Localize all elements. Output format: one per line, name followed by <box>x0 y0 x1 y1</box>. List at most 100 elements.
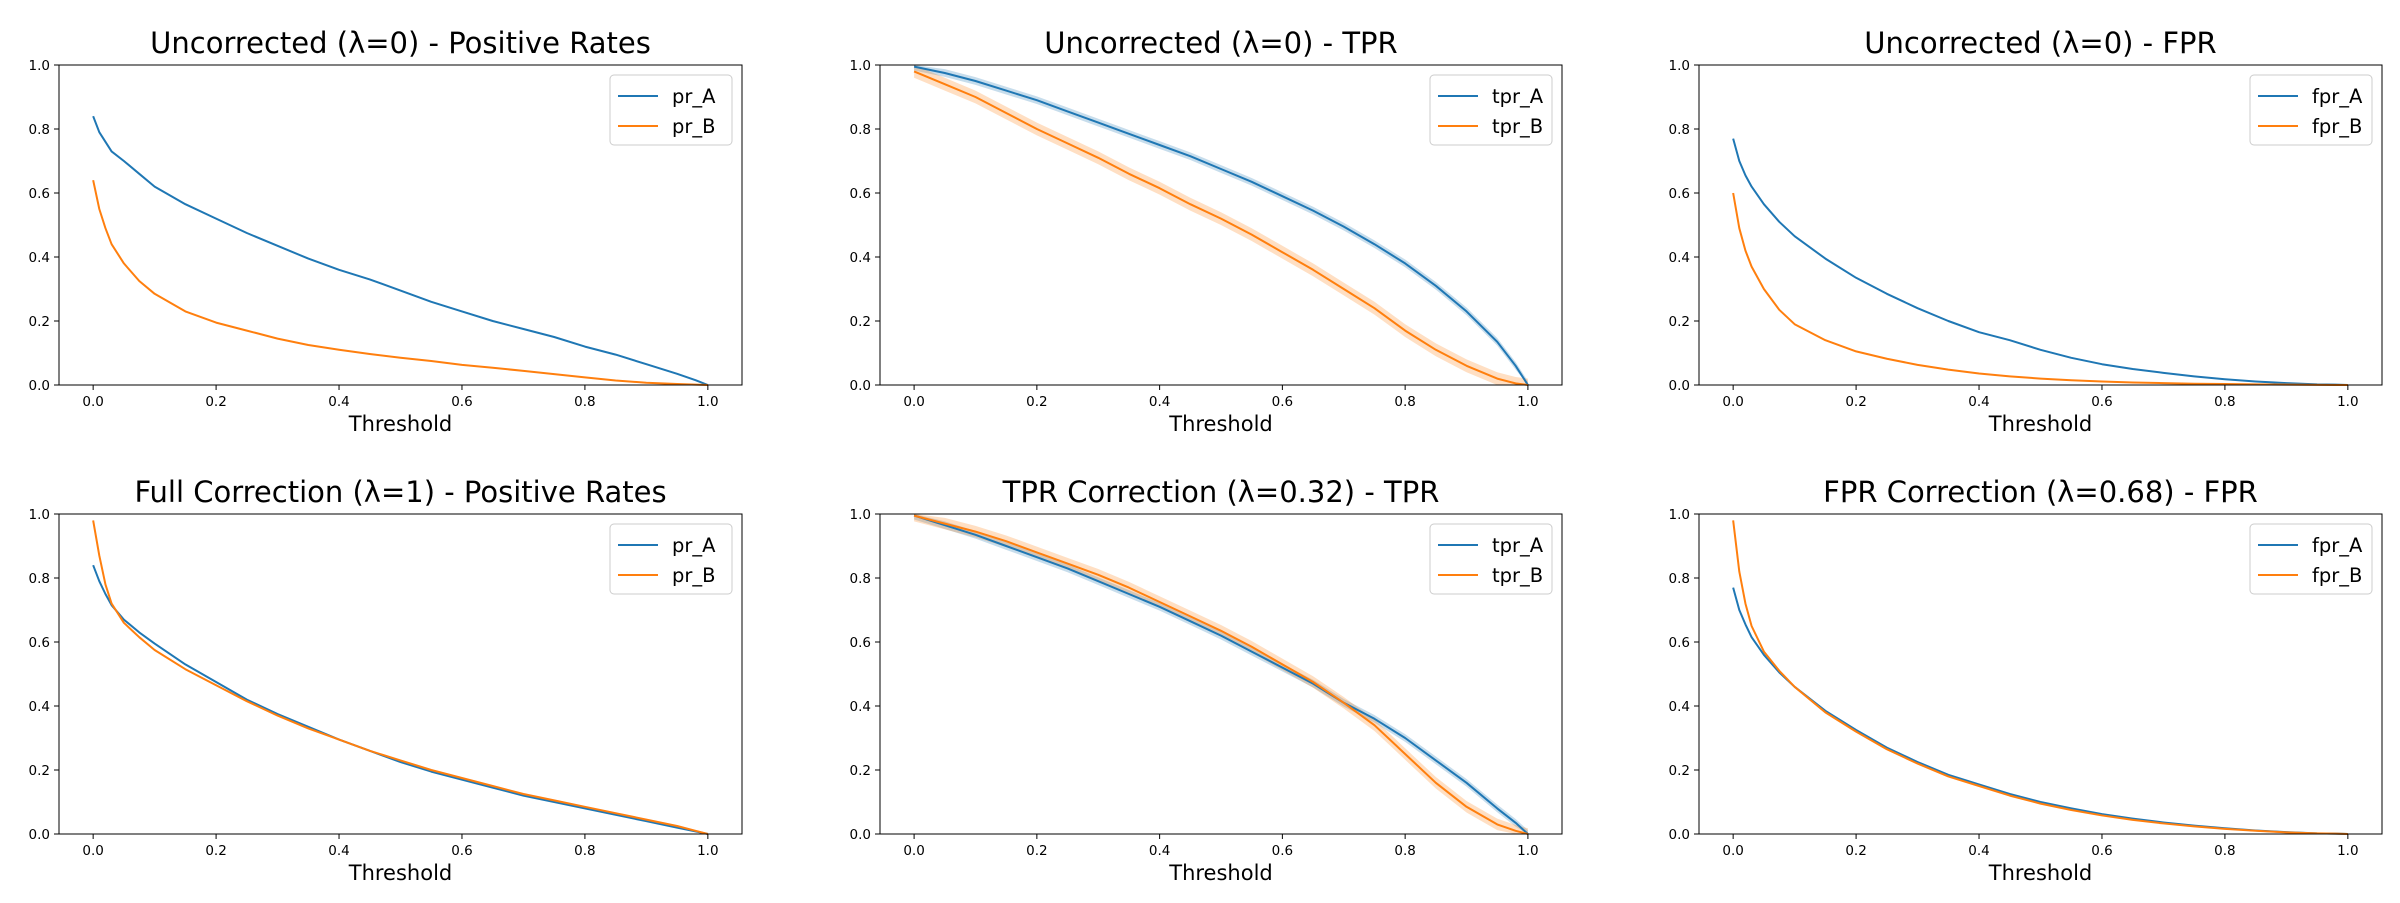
y-tick-label: 0.8 <box>29 122 50 138</box>
series-line-fpr_A <box>1732 587 2348 835</box>
y-tick-label: 0.4 <box>29 250 50 266</box>
y-tick-label: 0.2 <box>29 763 50 779</box>
chart-title: Full Correction (λ=1) - Positive Rates <box>134 475 666 509</box>
x-axis-label: Threshold <box>1988 861 2093 885</box>
x-tick-label: 0.8 <box>1394 843 1415 859</box>
y-tick-label: 1.0 <box>1669 507 1690 523</box>
x-tick-label: 0.6 <box>451 843 472 859</box>
legend-box <box>609 74 733 146</box>
y-tick-label: 0.2 <box>1669 314 1690 330</box>
series-line-pr_B <box>92 520 709 835</box>
x-tick-label: 1.0 <box>1517 394 1538 410</box>
y-tick-label: 0.6 <box>1669 186 1690 202</box>
chart-panel-2: Uncorrected (λ=0) - TPR 0.0 0.2 0.4 0.6 0.8 1.… <box>850 26 1563 436</box>
x-tick-label: 0.2 <box>1845 394 1866 410</box>
x-tick-label: 0.6 <box>2091 843 2112 859</box>
legend-box <box>2249 523 2373 595</box>
x-axis-label: Threshold <box>1988 412 2093 436</box>
chart-title: Uncorrected (λ=0) - FPR <box>1864 26 2216 60</box>
x-tick-label: 0.0 <box>1722 394 1743 410</box>
legend-label: pr_A <box>672 85 716 108</box>
axes-frame <box>58 513 743 835</box>
y-tick-label: 0.0 <box>1669 378 1690 394</box>
x-tick-label: 0.0 <box>903 843 924 859</box>
legend-label: tpr_B <box>1492 115 1543 138</box>
legend-label: pr_A <box>672 534 716 557</box>
y-tick-label: 0.0 <box>850 378 871 394</box>
x-tick-label: 0.4 <box>328 394 349 410</box>
y-tick-label: 0.0 <box>29 827 50 843</box>
x-tick-label: 0.0 <box>1722 843 1743 859</box>
y-tick-label: 0.4 <box>1669 699 1690 715</box>
y-tick-label: 0.8 <box>29 571 50 587</box>
x-tick-label: 0.2 <box>1026 394 1047 410</box>
legend: pr_A pr_B <box>609 74 733 146</box>
y-tick-label: 0.2 <box>1669 763 1690 779</box>
series-line-fpr_A <box>1732 138 2348 386</box>
y-tick-label: 0.8 <box>850 571 871 587</box>
axes-frame <box>1698 513 2383 835</box>
legend-label: pr_B <box>672 564 716 587</box>
x-tick-label: 0.4 <box>1968 394 1989 410</box>
y-tick-label: 0.4 <box>850 250 871 266</box>
chart-panel-1: Uncorrected (λ=0) - Positive Rates 0.0 0.2… <box>29 26 743 436</box>
x-tick-label: 0.6 <box>451 394 472 410</box>
y-tick-label: 0.2 <box>850 314 871 330</box>
x-tick-label: 0.8 <box>1394 394 1415 410</box>
chart-panel-4: Full Correction (λ=1) - Positive Rates 0.… <box>29 475 743 885</box>
chart-panel-3: Uncorrected (λ=0) - FPR 0.0 0.2 0.4 0.6 0.8 1.… <box>1669 26 2383 436</box>
y-tick-label: 0.8 <box>1669 571 1690 587</box>
series-line-fpr_B <box>1732 520 2348 835</box>
x-tick-label: 0.0 <box>82 843 103 859</box>
axes-frame <box>879 513 1563 835</box>
legend: tpr_A tpr_B <box>1429 74 1553 146</box>
y-tick-label: 0.8 <box>1669 122 1690 138</box>
x-tick-label: 0.2 <box>1845 843 1866 859</box>
y-tick-label: 1.0 <box>29 58 50 74</box>
x-tick-label: 0.2 <box>1026 843 1047 859</box>
legend-box <box>609 523 733 595</box>
y-tick-label: 0.6 <box>850 635 871 651</box>
chart-panel-5: TPR Correction (λ=0.32) - TPR 0.0 0.2 0.4 0.… <box>850 475 1563 885</box>
series-line-pr_A <box>92 115 709 386</box>
chart-title: TPR Correction (λ=0.32) - TPR <box>1002 475 1440 509</box>
axes-frame <box>1698 64 2383 386</box>
x-tick-label: 0.8 <box>574 394 595 410</box>
x-axis-label: Threshold <box>1168 412 1273 436</box>
x-tick-label: 0.2 <box>205 394 226 410</box>
y-tick-label: 0.2 <box>29 314 50 330</box>
legend-label: fpr_A <box>2312 85 2363 108</box>
x-tick-label: 0.4 <box>1149 394 1170 410</box>
series-line-pr_A <box>92 564 709 835</box>
x-tick-label: 0.8 <box>574 843 595 859</box>
legend-label: tpr_A <box>1492 85 1544 108</box>
y-tick-label: 1.0 <box>850 58 871 74</box>
x-tick-label: 1.0 <box>697 394 718 410</box>
legend: tpr_A tpr_B <box>1429 523 1553 595</box>
legend: pr_A pr_B <box>609 523 733 595</box>
y-tick-label: 1.0 <box>1669 58 1690 74</box>
x-axis-label: Threshold <box>348 861 453 885</box>
legend-label: pr_B <box>672 115 716 138</box>
y-tick-label: 0.0 <box>29 378 50 394</box>
y-tick-label: 1.0 <box>850 507 871 523</box>
x-tick-label: 0.4 <box>328 843 349 859</box>
series-line-tpr_B <box>913 514 1529 835</box>
series-line-tpr_A <box>913 514 1529 835</box>
chart-title: Uncorrected (λ=0) - Positive Rates <box>150 26 651 60</box>
legend-label: fpr_A <box>2312 534 2363 557</box>
x-axis-label: Threshold <box>1168 861 1273 885</box>
y-tick-label: 0.6 <box>29 186 50 202</box>
x-tick-label: 0.6 <box>1272 843 1293 859</box>
x-tick-label: 1.0 <box>2337 394 2358 410</box>
x-tick-label: 0.0 <box>903 394 924 410</box>
chart-panel-6: FPR Correction (λ=0.68) - FPR 0.0 0.2 0.4 0.… <box>1669 475 2383 885</box>
legend-box <box>1429 74 1553 146</box>
series-line-tpr_B <box>913 70 1529 386</box>
x-tick-label: 1.0 <box>2337 843 2358 859</box>
legend-label: tpr_B <box>1492 564 1543 587</box>
y-tick-label: 0.4 <box>1669 250 1690 266</box>
x-tick-label: 0.2 <box>205 843 226 859</box>
axes-frame <box>879 64 1563 386</box>
y-tick-label: 0.6 <box>1669 635 1690 651</box>
